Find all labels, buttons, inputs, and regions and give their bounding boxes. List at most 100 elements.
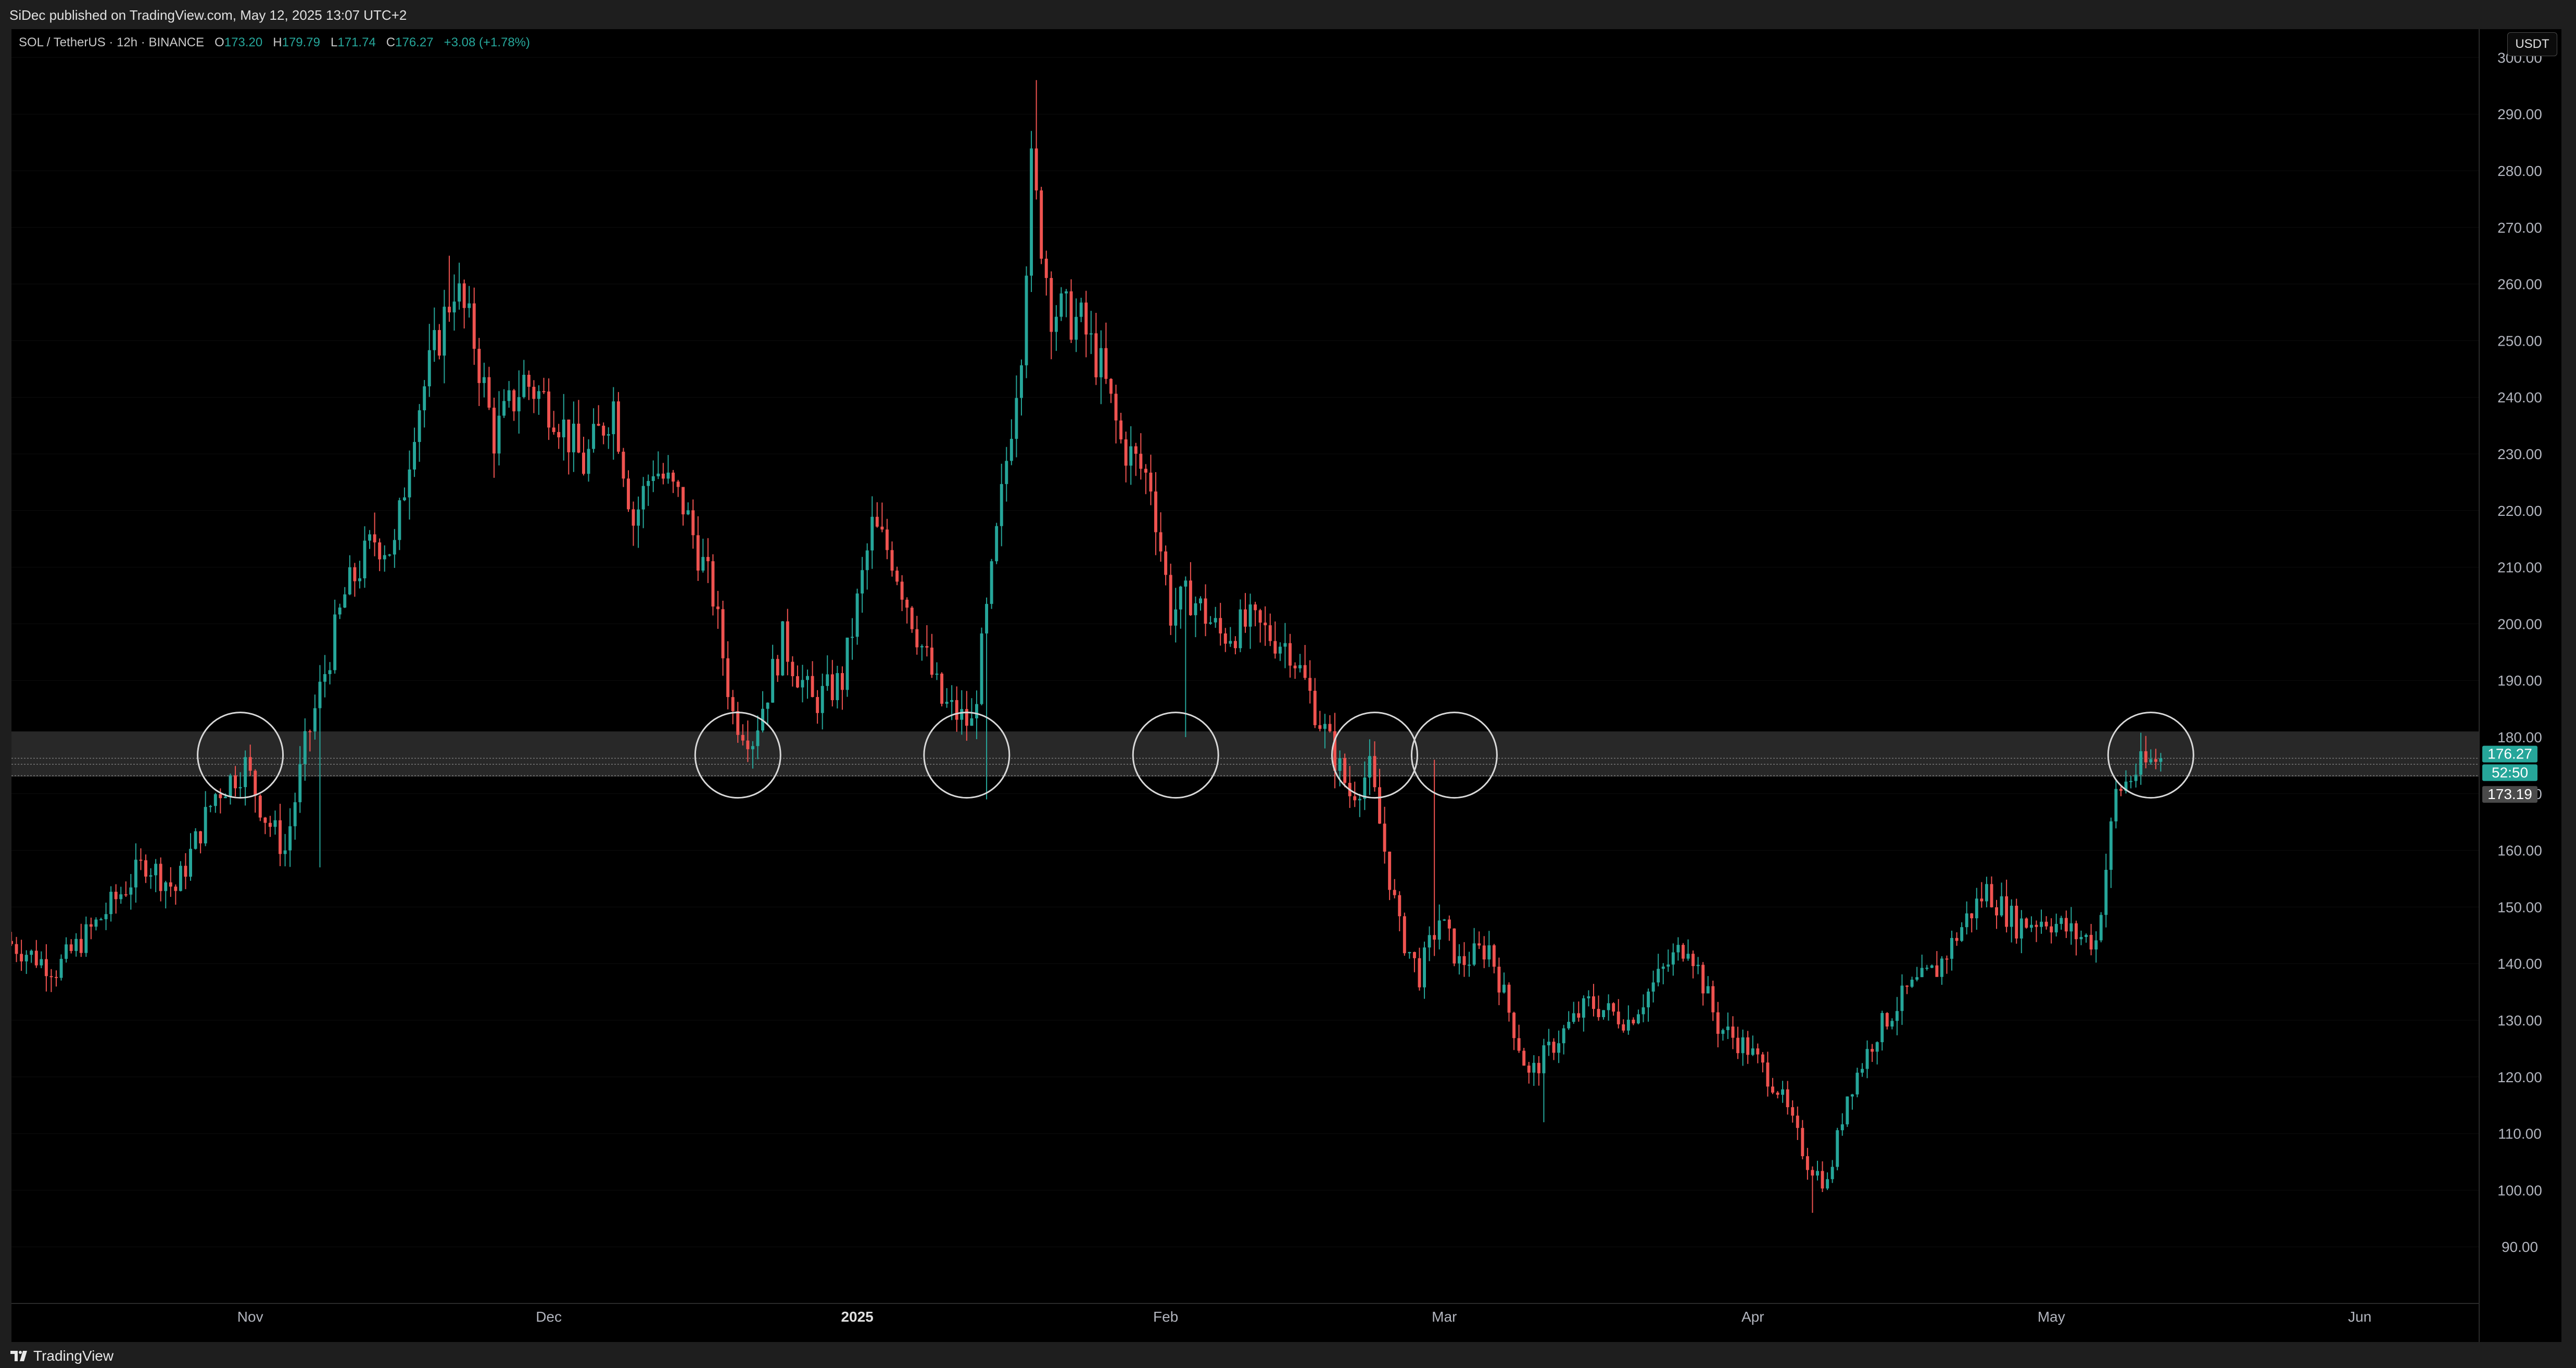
candle-body [870, 516, 874, 551]
candle-body [771, 658, 775, 703]
candle-body [79, 939, 83, 953]
candle-body [1099, 348, 1103, 377]
candle-body [915, 629, 919, 648]
candle-body [1661, 966, 1665, 969]
candle-body [1890, 1021, 1894, 1027]
candle-body [1244, 609, 1247, 627]
candle-body [2085, 934, 2088, 938]
candle-body [1955, 938, 1959, 941]
candle-body [855, 593, 859, 637]
candle-body [482, 377, 486, 383]
candle-body [890, 550, 894, 571]
candle-body [1686, 954, 1690, 959]
candle-body [1751, 1048, 1754, 1055]
x-tick-label: Mar [1432, 1309, 1457, 1325]
candle-body [1791, 1107, 1795, 1116]
symbol-legend[interactable]: SOL / TetherUS · 12h · BINANCE O173.20 H… [19, 35, 530, 50]
candle-body [209, 806, 212, 807]
candle-body [1756, 1048, 1760, 1055]
candle-body [458, 283, 461, 302]
x-tick-label: Dec [536, 1309, 562, 1325]
candle-body [1706, 986, 1710, 994]
price-label-text: 173.19 [2487, 786, 2532, 802]
candle-body [1696, 965, 1700, 966]
candle-body [741, 734, 744, 741]
candle-body [1846, 1096, 1849, 1124]
candle-body [1651, 982, 1655, 992]
candle-body [1482, 945, 1486, 960]
chart-area[interactable]: 300.00 290.00 280.00 270.00 260.00 250.00 240.… [11, 29, 2561, 1342]
candle-body [1437, 920, 1441, 940]
y-tick-label: 110.00 [2498, 1126, 2542, 1142]
candle-body [2079, 937, 2083, 940]
candle-body [279, 820, 282, 854]
candle-body [1492, 945, 1496, 967]
candle-body [338, 607, 342, 615]
candle-body [24, 955, 28, 961]
candle-body [1512, 1012, 1516, 1038]
candle-body [795, 676, 799, 688]
candle-body [1830, 1167, 1834, 1180]
candle-body [990, 561, 993, 604]
candle-body [1617, 1011, 1620, 1024]
tradingview-logo[interactable]: TradingView [10, 1348, 113, 1364]
y-tick-label: 240.00 [2497, 389, 2542, 406]
candle-body [845, 637, 849, 690]
candle-body [1248, 604, 1252, 627]
candle-body [786, 621, 789, 662]
candle-body [169, 882, 172, 887]
candle-body [1034, 148, 1038, 191]
y-tick-label: 280.00 [2497, 163, 2542, 179]
candle-body [1612, 1003, 1615, 1012]
candle-body [1333, 731, 1336, 771]
candle-body [532, 387, 536, 399]
low-label: L [331, 35, 338, 49]
price-axis: 300.00290.00280.00270.00260.00250.00240.… [2497, 49, 2542, 1255]
candle-body [1149, 472, 1153, 492]
candle-body [1298, 665, 1302, 668]
candle-body [59, 959, 63, 978]
candle-body [398, 500, 401, 540]
candle-body [468, 303, 471, 308]
candle-body [159, 864, 162, 891]
candle-body [1328, 724, 1332, 731]
candle-body [746, 740, 750, 750]
candle-body [199, 831, 203, 844]
candle-body [194, 831, 197, 849]
candle-body [1065, 291, 1068, 294]
candle-body [1965, 913, 1968, 928]
candle-body [2054, 923, 2058, 933]
symbol-name[interactable]: SOL / TetherUS · 12h · BINANCE [19, 35, 205, 49]
candle-body [840, 673, 844, 690]
candle-body [114, 892, 118, 900]
x-tick-label: May [2038, 1309, 2065, 1325]
candle-body [1363, 777, 1367, 799]
candle-body [2139, 751, 2143, 775]
candle-body [1567, 1021, 1571, 1029]
candle-body [293, 802, 297, 827]
candle-body [1517, 1038, 1521, 1051]
candle-body [1970, 913, 1974, 919]
candle-body [920, 646, 924, 648]
candle-body [587, 449, 590, 474]
candle-body [641, 486, 645, 510]
candle-body [950, 700, 954, 702]
candle-body [1214, 618, 1217, 623]
candle-body [1478, 943, 1481, 946]
currency-button[interactable]: USDT [2507, 32, 2557, 56]
candle-body [1189, 580, 1192, 615]
y-tick-label: 130.00 [2497, 1012, 2542, 1029]
candlestick-chart[interactable]: 300.00290.00280.00270.00260.00250.00240.… [11, 29, 2561, 1342]
candle-body [1019, 365, 1023, 398]
candle-body [1423, 947, 1426, 987]
candle-body [2060, 918, 2063, 924]
candle-body [40, 959, 43, 966]
candle-body [502, 401, 506, 416]
y-tick-label: 100.00 [2497, 1182, 2542, 1198]
candle-body [109, 892, 113, 915]
candle-body [1264, 623, 1267, 626]
candle-body [184, 866, 187, 877]
candle-body [2044, 921, 2048, 927]
candle-body [1796, 1116, 1799, 1128]
candle-body [801, 680, 804, 688]
